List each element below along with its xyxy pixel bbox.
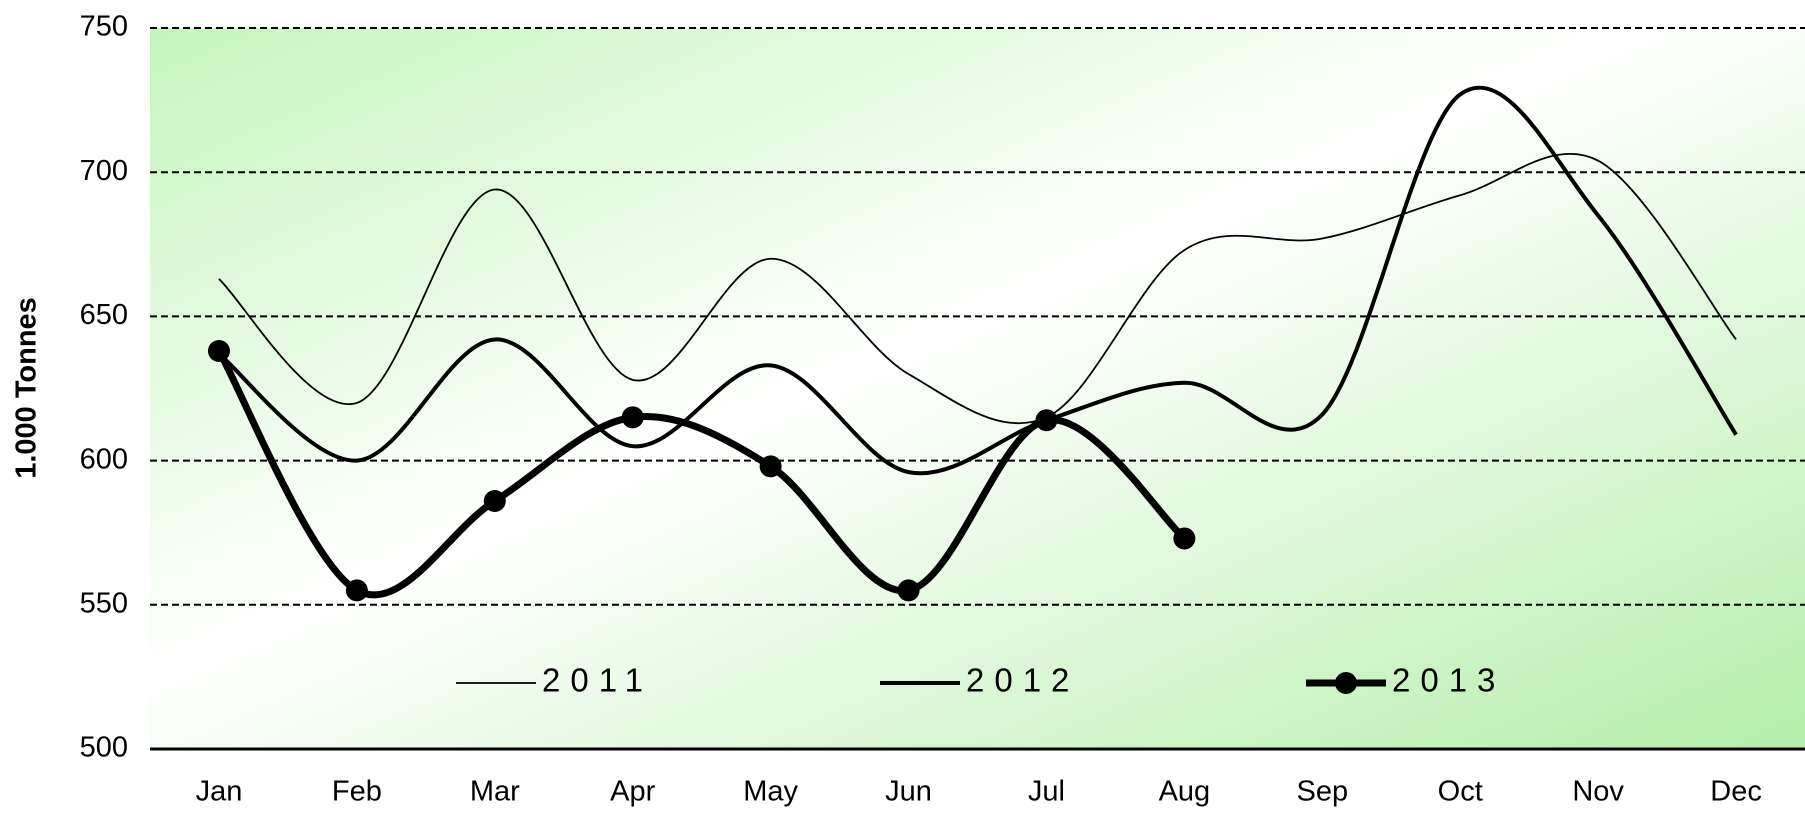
marker — [345, 579, 368, 602]
marker — [207, 340, 230, 363]
marker — [1035, 409, 1058, 432]
marker — [897, 579, 920, 602]
x-tick-label: May — [743, 776, 798, 808]
y-tick-label: 500 — [80, 732, 128, 764]
legend-label: 2013 — [1392, 662, 1505, 699]
series-line — [217, 85, 1738, 476]
legend-marker — [1335, 672, 1357, 694]
x-tick-label: Mar — [470, 776, 520, 808]
x-tick-label: Jun — [885, 776, 932, 808]
legend-label: 2012 — [966, 662, 1079, 699]
legend-label: 2011 — [542, 662, 653, 699]
y-tick-label: 700 — [80, 155, 128, 187]
x-tick-label: Aug — [1159, 776, 1211, 808]
x-tick-label: Dec — [1710, 776, 1762, 808]
y-tick-label: 550 — [80, 587, 128, 619]
series-line — [218, 153, 1737, 425]
plot-area — [150, 28, 1805, 749]
x-tick-label: Jul — [1028, 776, 1065, 808]
marker — [483, 489, 506, 512]
x-tick-label: Feb — [332, 776, 382, 808]
y-tick-label: 600 — [80, 443, 128, 475]
y-axis-label: 1.000 Tonnes — [11, 297, 43, 479]
x-tick-label: Nov — [1572, 776, 1624, 808]
x-tick-label: Apr — [610, 776, 655, 808]
marker — [759, 455, 782, 478]
y-tick-label: 750 — [80, 11, 128, 43]
y-tick-label: 650 — [80, 299, 128, 331]
x-tick-label: Sep — [1296, 776, 1348, 808]
marker — [621, 406, 644, 429]
marker — [1173, 527, 1196, 550]
x-tick-label: Oct — [1438, 776, 1483, 808]
x-tick-label: Jan — [196, 776, 243, 808]
